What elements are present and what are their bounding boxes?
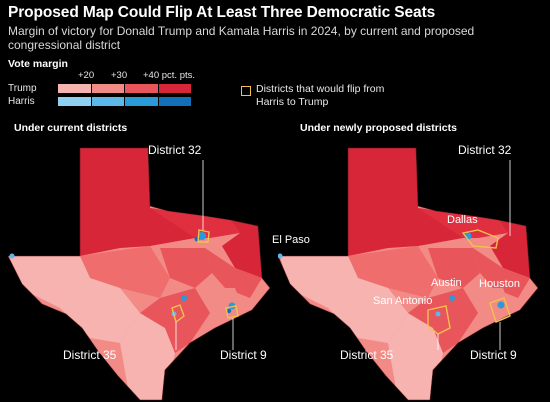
legend-swatch bbox=[58, 84, 91, 93]
label-dallas: Dallas bbox=[447, 214, 478, 226]
chart-subtitle: Margin of victory for Donald Trump and K… bbox=[8, 24, 475, 52]
label-san-antonio: San Antonio bbox=[373, 295, 433, 307]
harris-district-austin bbox=[449, 295, 455, 301]
district-region bbox=[408, 288, 478, 353]
district-region bbox=[120, 313, 175, 400]
district-region bbox=[418, 208, 508, 238]
map-proposed bbox=[278, 147, 539, 401]
harris-district-el-paso bbox=[9, 253, 15, 259]
district-region bbox=[210, 288, 245, 323]
district-region bbox=[490, 220, 530, 278]
legend-swatch bbox=[125, 84, 158, 93]
flip-outlines bbox=[171, 229, 239, 324]
label-district-9-current: District 9 bbox=[220, 348, 267, 362]
district-region bbox=[205, 248, 262, 298]
flip-legend-swatch bbox=[241, 86, 251, 96]
legend-trump-label: Trump bbox=[8, 83, 37, 94]
chart-title: Proposed Map Could Flip At Least Three D… bbox=[8, 4, 436, 21]
district-region bbox=[348, 246, 438, 298]
harris-district-austin bbox=[181, 295, 187, 301]
harris-district-el-paso bbox=[278, 253, 283, 259]
district-region bbox=[222, 220, 262, 278]
flip-legend-label: Districts that would flip from Harris to… bbox=[256, 83, 385, 108]
district-region bbox=[478, 288, 513, 323]
harris-district-dallas bbox=[198, 232, 206, 240]
label-austin: Austin bbox=[431, 277, 462, 289]
harris-district bbox=[226, 308, 232, 314]
label-houston: Houston bbox=[479, 278, 520, 290]
legend-trump-scale bbox=[58, 84, 192, 93]
legend-swatch bbox=[91, 97, 124, 106]
label-el-paso: El Paso bbox=[272, 234, 310, 246]
label-district-35-current: District 35 bbox=[63, 348, 117, 362]
legend-swatch bbox=[91, 84, 124, 93]
flip-outline-d9 bbox=[225, 305, 239, 319]
flip-outlines bbox=[427, 229, 511, 335]
label-district-9-proposed: District 9 bbox=[470, 348, 517, 362]
map-current bbox=[7, 147, 271, 401]
harris-districts bbox=[9, 232, 236, 317]
label-district-35-proposed: District 35 bbox=[340, 348, 394, 362]
legend-swatch bbox=[125, 97, 158, 106]
legend-swatch bbox=[158, 97, 191, 106]
district-region bbox=[278, 248, 408, 343]
flip-outline-d35 bbox=[427, 305, 451, 335]
harris-district-san-antonio bbox=[435, 311, 441, 317]
district-region bbox=[80, 246, 170, 298]
district-region bbox=[428, 248, 480, 288]
district-region bbox=[160, 248, 212, 288]
district-region bbox=[473, 248, 530, 298]
panel-title-current: Under current districts bbox=[14, 122, 128, 134]
legend-harris-label: Harris bbox=[8, 96, 35, 107]
flip-outline-d9 bbox=[489, 297, 511, 323]
district-region bbox=[8, 248, 140, 343]
legend-tick: +30 bbox=[111, 70, 128, 81]
flip-outline-d32 bbox=[197, 229, 210, 243]
district-region bbox=[150, 208, 240, 238]
label-district-32-current: District 32 bbox=[148, 143, 202, 157]
flip-outline-d35 bbox=[171, 304, 185, 324]
legend-swatch bbox=[58, 97, 91, 106]
district-region bbox=[388, 313, 443, 400]
harris-district-houston bbox=[497, 301, 505, 309]
flip-outline-d32 bbox=[461, 229, 499, 249]
district-region bbox=[70, 148, 200, 256]
legend-swatch bbox=[158, 84, 191, 93]
legend-title: Vote margin bbox=[8, 58, 68, 70]
district-region bbox=[338, 148, 468, 256]
legend-harris-scale bbox=[58, 97, 192, 106]
panel-title-proposed: Under newly proposed districts bbox=[300, 122, 457, 134]
label-district-32-proposed: District 32 bbox=[458, 143, 512, 157]
legend-tick: +20 bbox=[78, 70, 95, 81]
legend-tick: +40 pct. pts. bbox=[143, 70, 196, 81]
